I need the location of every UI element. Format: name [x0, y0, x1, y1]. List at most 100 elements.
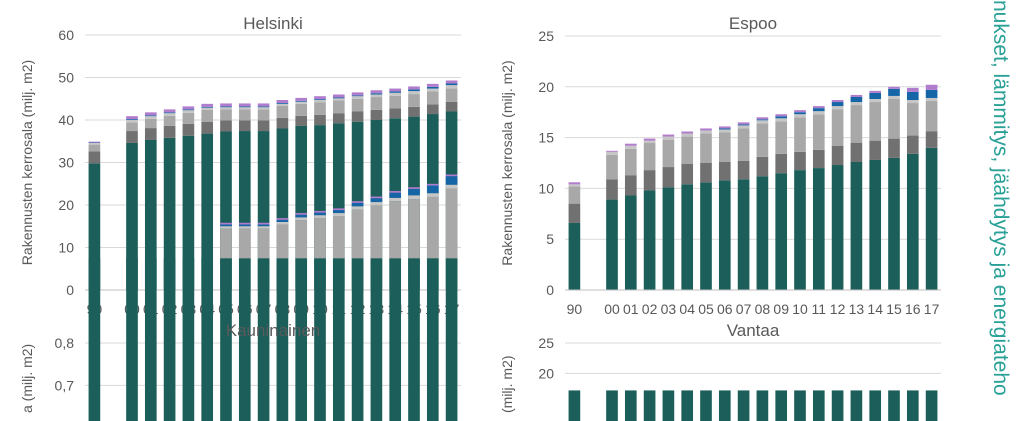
bar-segment [737, 390, 750, 421]
x-tick-label: 16 [905, 301, 921, 317]
bar-segment [737, 128, 750, 161]
bar-segment [220, 222, 232, 225]
bar-segment [643, 190, 656, 290]
bar-segment [351, 201, 364, 203]
bar-segment [906, 91, 919, 101]
side-caption-text: nukset, lämmitys, jäähdytys ja energiate… [989, 0, 1012, 396]
bar-segment [681, 136, 694, 165]
bar-segment [314, 102, 326, 115]
bar-segment [276, 117, 289, 129]
bar-segment [257, 222, 270, 225]
bar-segment [869, 92, 882, 99]
bar-segment [756, 119, 769, 121]
bar-segment [445, 85, 458, 89]
bar-segment [220, 131, 232, 290]
bar-segment [831, 100, 844, 103]
y-tick-label: 15 [538, 130, 554, 146]
bar-segment [906, 100, 919, 104]
bar-segment [700, 133, 712, 163]
bar-segment [906, 135, 919, 154]
bar-segment [643, 140, 656, 143]
bar-segment [737, 179, 750, 290]
y-tick-label: 20 [538, 79, 554, 95]
bar-segment [681, 131, 694, 134]
bar-segment [182, 106, 195, 110]
bar-segment [700, 390, 712, 421]
bar-segment [351, 202, 364, 207]
bar-segment [445, 258, 458, 421]
bar-segment [295, 258, 308, 421]
bar-segment [831, 102, 844, 107]
bar-segment [718, 161, 731, 181]
bar-segment [606, 154, 618, 180]
chart-title: Vantaa [727, 321, 780, 340]
x-tick-label: 01 [623, 301, 639, 317]
bar-segment [389, 258, 402, 421]
bar-segment [925, 84, 938, 90]
bar-segment [351, 92, 364, 96]
bar-segment [163, 137, 176, 290]
bar-segment [332, 97, 345, 99]
bar-segment [718, 129, 731, 133]
bar-segment [201, 121, 214, 134]
y-tick-label: 5 [546, 231, 554, 247]
bar-segment [568, 222, 581, 290]
bar-segment [775, 114, 788, 117]
y-tick-label: 60 [58, 27, 74, 43]
bar-segment [351, 98, 364, 112]
bar-segment [182, 258, 195, 421]
bar-segment [370, 93, 383, 95]
side-caption: nukset, lämmitys, jäähdytys ja energiate… [986, 0, 1016, 421]
y-tick-label: 20 [538, 365, 554, 381]
bar-segment [445, 176, 458, 185]
bar-segment [812, 390, 825, 421]
bar-segment [408, 94, 420, 107]
bar-segment [700, 182, 712, 290]
bar-segment [408, 89, 420, 92]
bar-segment [332, 113, 345, 124]
bar-segment [445, 88, 458, 102]
bar-segment [314, 215, 326, 219]
bar-segment [794, 170, 806, 290]
bar-segment [925, 89, 938, 98]
bar-segment [794, 117, 806, 152]
bar-segment [606, 179, 618, 200]
bar-segment [812, 114, 825, 150]
bar-segment [737, 125, 750, 129]
chart-title: Kauninainen [226, 321, 321, 340]
bar-segment [812, 149, 825, 169]
bar-segment [314, 218, 326, 259]
x-tick-label: 13 [849, 301, 865, 317]
bar-segment [314, 210, 326, 213]
y-axis-label: (milj. m2) [499, 355, 515, 413]
bar-segment [624, 195, 637, 290]
bar-segment [144, 115, 157, 117]
bar-segment [201, 133, 214, 290]
bar-segment [408, 91, 420, 95]
bar-segment [681, 164, 694, 185]
bar-segment [314, 114, 326, 126]
bar-segment [906, 87, 919, 92]
bar-segment [182, 135, 195, 290]
bar-segment [888, 157, 900, 290]
bar-segment [238, 224, 251, 227]
y-tick-label: 10 [58, 240, 74, 256]
y-tick-label: 20 [58, 197, 74, 213]
bar-segment [314, 100, 326, 103]
bar-segment [718, 180, 731, 290]
bar-segment [163, 113, 176, 116]
bar-segment [126, 120, 138, 123]
bar-segment [426, 104, 439, 115]
bar-segment [88, 258, 101, 421]
y-tick-label: 25 [538, 28, 554, 44]
bar-segment [426, 91, 439, 105]
bar-segment [201, 258, 214, 421]
bar-segment [295, 97, 308, 101]
bar-segment [257, 103, 270, 107]
bar-segment [643, 390, 656, 421]
bar-segment [426, 88, 439, 92]
bar-segment [295, 125, 308, 290]
bar-segment [238, 222, 251, 225]
bar-segment [426, 183, 439, 186]
x-tick-label: 03 [661, 301, 677, 317]
